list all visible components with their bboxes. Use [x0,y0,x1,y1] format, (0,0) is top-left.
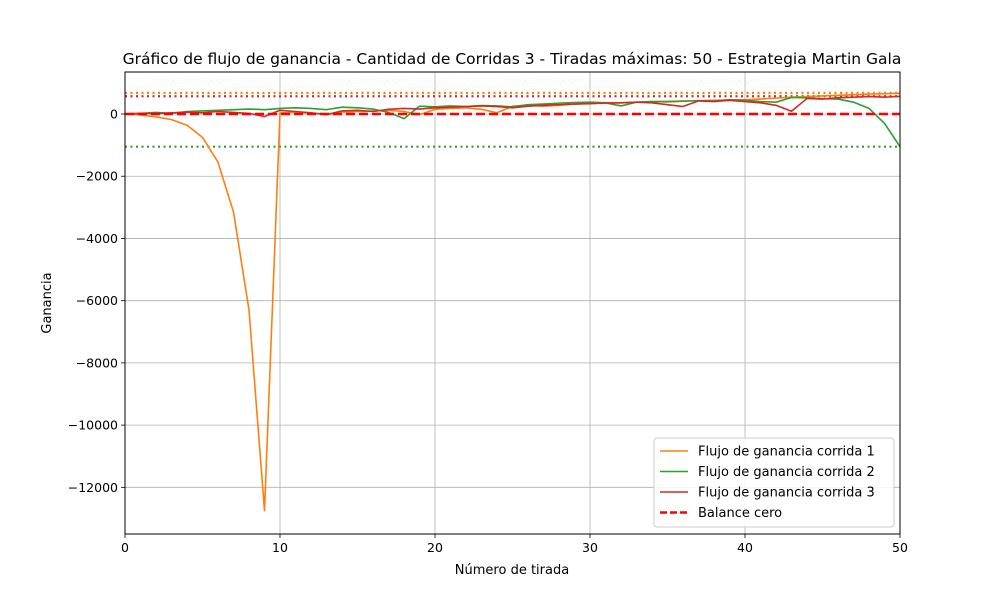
chart-title: Gráfico de flujo de ganancia - Cantidad … [123,50,902,68]
series-line [124,96,901,148]
x-tick-label: 40 [737,540,753,555]
legend-box [653,437,895,528]
mean-lines [125,91,900,148]
y-tick-label: −4000 [76,231,118,246]
y-tick-label: 0 [110,107,118,122]
series-lines [124,92,901,512]
legend-label: Flujo de ganancia corrida 3 [698,486,875,501]
plot-frame [124,71,901,535]
y-tick-label: −8000 [76,355,118,370]
legend-label: Flujo de ganancia corrida 2 [698,465,875,480]
y-tick-label: −2000 [76,169,118,184]
x-tick-label: 10 [272,540,288,555]
y-tick-label: −12000 [68,480,118,495]
x-tick-label: 50 [892,540,908,555]
x-axis-ticks: 0 10 20 30 40 50 [121,534,908,555]
y-axis-label: Ganancia [40,272,55,333]
legend-label: Flujo de ganancia corrida 1 [698,445,875,460]
y-axis-ticks: 0 −2000 −4000 −6000 −8000 −10000 −12000 [68,107,125,495]
series-line [124,95,901,118]
legend: Flujo de ganancia corrida 1 Flujo de gana… [653,437,895,528]
x-tick-label: 20 [427,540,443,555]
x-tick-label: 0 [121,540,129,555]
x-tick-label: 30 [582,540,598,555]
y-tick-label: −10000 [68,418,118,433]
legend-label: Balance cero [698,506,782,521]
y-tick-label: −6000 [76,293,118,308]
x-axis-label: Número de tirada [455,563,569,578]
